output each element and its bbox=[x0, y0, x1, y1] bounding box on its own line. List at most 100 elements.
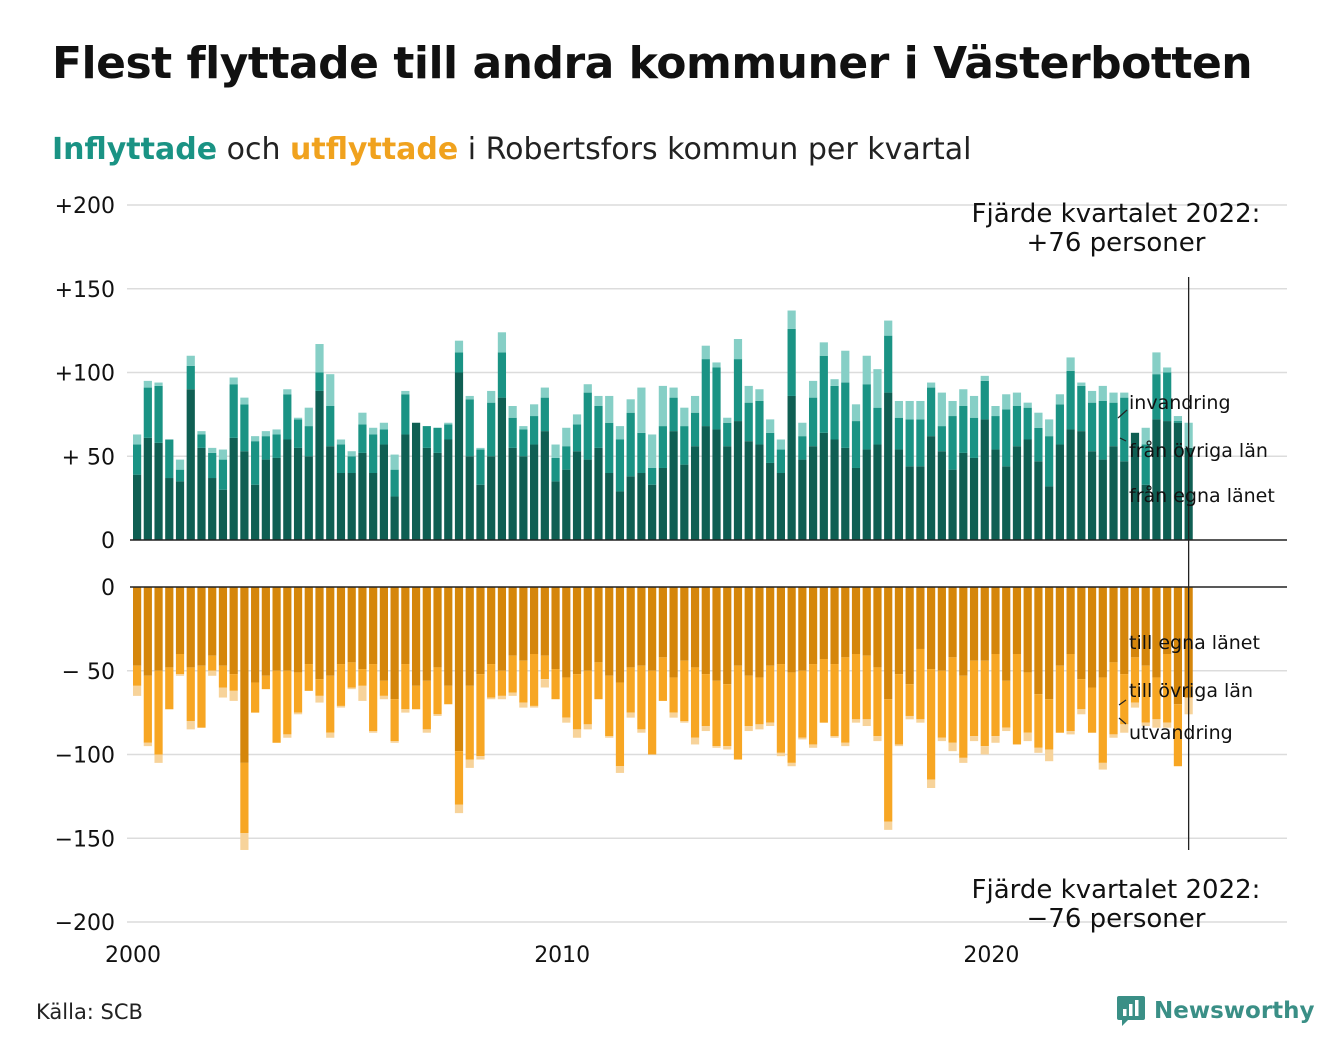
bar-out-emigration-45 bbox=[615, 766, 625, 773]
bar-out-own-93 bbox=[1130, 587, 1140, 658]
bar-out-emigration-5 bbox=[186, 721, 195, 730]
bar-in-other-84 bbox=[1034, 427, 1043, 462]
bar-in-immigration-94 bbox=[1141, 427, 1150, 445]
bar-in-immigration-81 bbox=[1002, 394, 1011, 410]
bar-in-own-36 bbox=[519, 456, 528, 540]
bar-in-immigration-53 bbox=[701, 345, 710, 360]
bar-in-other-74 bbox=[927, 387, 936, 437]
bar-out-own-91 bbox=[1109, 587, 1118, 663]
bar-in-immigration-14 bbox=[283, 389, 292, 395]
bar-in-own-26 bbox=[411, 422, 421, 540]
bar-in-immigration-96 bbox=[1163, 367, 1172, 373]
bar-in-other-40 bbox=[562, 446, 571, 470]
bar-in-other-68 bbox=[862, 384, 871, 450]
bar-in-own-97 bbox=[1173, 422, 1183, 540]
bar-in-own-31 bbox=[465, 456, 474, 540]
bar-in-own-62 bbox=[798, 459, 807, 540]
bar-out-other-34 bbox=[497, 670, 507, 696]
bar-out-other-61 bbox=[787, 672, 796, 763]
bar-out-emigration-79 bbox=[980, 746, 989, 755]
bar-out-own-53 bbox=[701, 587, 710, 675]
bar-in-own-85 bbox=[1045, 486, 1054, 540]
bar-in-immigration-36 bbox=[519, 426, 528, 430]
bar-out-emigration-53 bbox=[701, 726, 710, 732]
bar-in-immigration-9 bbox=[229, 377, 238, 385]
leader-invandring bbox=[1117, 409, 1128, 419]
bar-out-emigration-55 bbox=[723, 746, 732, 750]
bar-in-own-9 bbox=[229, 437, 238, 540]
bar-in-other-32 bbox=[476, 449, 485, 485]
bar-out-emigration-70 bbox=[884, 821, 893, 830]
bar-out-own-29 bbox=[444, 587, 453, 686]
y-tick-top-2: +100 bbox=[55, 362, 115, 387]
bar-out-own-24 bbox=[390, 587, 399, 700]
bar-in-other-56 bbox=[733, 359, 743, 422]
bar-in-own-78 bbox=[969, 457, 979, 540]
bar-in-immigration-43 bbox=[594, 395, 603, 406]
bar-in-immigration-41 bbox=[572, 414, 582, 425]
bar-in-immigration-1 bbox=[143, 380, 152, 388]
bar-in-other-18 bbox=[326, 406, 335, 447]
bar-in-immigration-78 bbox=[969, 395, 979, 418]
bar-in-immigration-90 bbox=[1098, 385, 1107, 401]
bar-in-other-0 bbox=[133, 444, 142, 475]
bar-in-immigration-80 bbox=[991, 406, 1000, 417]
bar-in-other-11 bbox=[251, 441, 260, 485]
bar-in-immigration-39 bbox=[551, 444, 560, 458]
bar-in-immigration-92 bbox=[1120, 392, 1129, 398]
bar-in-immigration-19 bbox=[336, 439, 346, 445]
bar-in-other-41 bbox=[572, 424, 582, 452]
bar-out-other-97 bbox=[1173, 704, 1183, 767]
bar-out-emigration-34 bbox=[497, 695, 507, 700]
bar-out-other-29 bbox=[444, 685, 453, 705]
bar-in-own-95 bbox=[1152, 419, 1161, 540]
bar-in-own-20 bbox=[347, 473, 356, 540]
bar-out-own-62 bbox=[798, 587, 807, 671]
bar-out-other-69 bbox=[873, 667, 882, 737]
bar-in-other-82 bbox=[1012, 406, 1022, 447]
bar-in-immigration-56 bbox=[733, 339, 743, 360]
bar-out-other-21 bbox=[358, 669, 367, 686]
bar-in-immigration-77 bbox=[959, 389, 968, 406]
x-tick-2020: 2020 bbox=[963, 943, 1019, 968]
bar-in-immigration-17 bbox=[315, 344, 324, 373]
bar-in-other-31 bbox=[465, 399, 474, 457]
bar-in-other-91 bbox=[1109, 402, 1118, 447]
bar-out-other-15 bbox=[293, 672, 303, 713]
bar-out-other-9 bbox=[229, 674, 238, 691]
label-outflow-0: till egna länet bbox=[1129, 632, 1260, 654]
bar-out-emigration-54 bbox=[712, 746, 721, 748]
migration-chart: +200 +150 +100 + 50 0 0 − 50 −100 −150 −200 2000 20… bbox=[55, 194, 1287, 968]
bar-out-own-27 bbox=[422, 587, 431, 681]
bar-in-other-10 bbox=[240, 404, 249, 452]
bar-out-other-76 bbox=[948, 657, 957, 743]
bar-out-other-3 bbox=[165, 667, 174, 710]
bar-out-emigration-76 bbox=[948, 742, 957, 752]
bar-in-immigration-12 bbox=[261, 431, 270, 437]
bar-out-own-82 bbox=[1012, 587, 1022, 654]
bar-out-emigration-87 bbox=[1066, 731, 1075, 735]
bar-out-own-61 bbox=[787, 587, 796, 673]
bar-out-other-47 bbox=[637, 665, 646, 730]
bar-in-immigration-51 bbox=[680, 407, 689, 427]
bar-out-own-1 bbox=[143, 587, 152, 676]
bar-in-immigration-0 bbox=[133, 434, 142, 445]
subtitle-outflow: utflyttade bbox=[290, 132, 459, 167]
bar-out-own-25 bbox=[401, 587, 410, 665]
bar-out-emigration-72 bbox=[905, 715, 914, 720]
y-tick-top-4: 0 bbox=[101, 529, 115, 554]
bar-in-immigration-70 bbox=[884, 320, 893, 336]
bar-out-emigration-77 bbox=[959, 757, 968, 763]
bar-in-own-73 bbox=[916, 466, 925, 540]
bar-in-own-11 bbox=[251, 484, 260, 540]
page-title: Flest flyttade till andra kommuner i Väs… bbox=[52, 38, 1253, 89]
bar-out-own-87 bbox=[1066, 587, 1075, 654]
bar-in-immigration-45 bbox=[615, 426, 625, 440]
bar-out-own-54 bbox=[712, 587, 721, 681]
bar-in-immigration-66 bbox=[841, 350, 850, 383]
bar-in-own-39 bbox=[551, 481, 560, 540]
bar-in-other-63 bbox=[808, 397, 818, 447]
leader-utvandring bbox=[1118, 717, 1127, 725]
bar-out-own-9 bbox=[229, 587, 238, 675]
bar-out-other-7 bbox=[208, 655, 217, 671]
